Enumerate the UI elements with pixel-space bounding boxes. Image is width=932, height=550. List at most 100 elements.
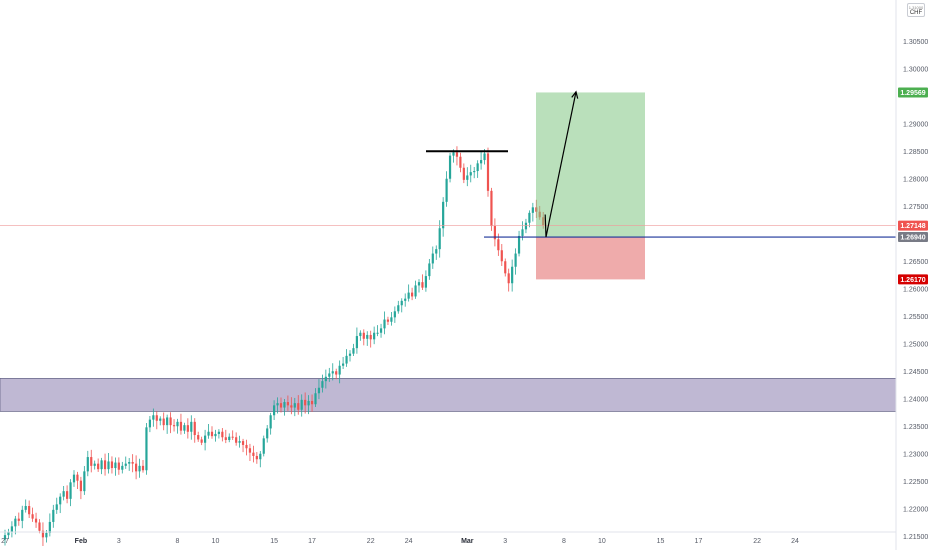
candle-body (266, 428, 269, 439)
price-tick-label: 1.21500 (903, 534, 928, 541)
candle-body (338, 365, 341, 375)
candle-body (38, 522, 41, 531)
candle-body (362, 332, 365, 339)
candle-body (276, 403, 279, 406)
candle-body (483, 153, 486, 161)
candle-body (300, 399, 303, 410)
price-tag-label: 1.26940 (900, 235, 925, 242)
candle-body (3, 535, 7, 540)
candle-body (455, 152, 459, 157)
candle-body (183, 425, 186, 431)
price-tick-label: 1.27500 (903, 204, 928, 211)
candle-body (383, 319, 386, 329)
candle-body (435, 249, 438, 254)
price-tick-label: 1.30500 (903, 39, 928, 46)
candle-body (514, 253, 517, 267)
date-tick-label: 10 (598, 538, 606, 545)
candle-body (117, 462, 120, 470)
candle-body (524, 222, 528, 230)
date-tick-label: 15 (270, 538, 278, 545)
candle-body (286, 402, 289, 406)
candle-body (414, 285, 417, 297)
candle-body (376, 332, 379, 334)
candle-body (321, 381, 324, 388)
date-tick-label: 24 (405, 538, 413, 545)
projection-arrow-head (571, 90, 579, 99)
candle-body (131, 462, 134, 464)
candle-body (66, 491, 69, 499)
candle-body (452, 152, 455, 156)
candle-body (428, 263, 431, 277)
candle-body (324, 376, 327, 382)
candle-body (107, 461, 110, 470)
candle-body (72, 474, 76, 483)
candle-body (7, 531, 10, 536)
candle-body (145, 427, 148, 471)
candle-body (21, 509, 24, 521)
price-tick-label: 1.24000 (903, 396, 928, 403)
candle-body (293, 403, 296, 408)
candle-body (172, 425, 176, 427)
price-axis[interactable]: 1.30500 1.30000 1.29000 1.28500 1.28000 1.275… (903, 39, 928, 541)
candle-body (445, 178, 448, 202)
candle-body (273, 405, 276, 416)
candle-body (135, 463, 138, 472)
price-tick-label: 1.25000 (903, 341, 928, 348)
candle-body (83, 471, 86, 492)
candle-body (469, 172, 472, 176)
candle-body (197, 435, 200, 440)
candle-body (328, 373, 331, 377)
candle-body (307, 400, 310, 406)
date-tick-label: 27 (1, 538, 9, 545)
price-tag-label: 1.29569 (900, 90, 925, 97)
price-tick-label: 1.22500 (903, 479, 928, 486)
price-tag (898, 232, 928, 243)
candle-body (297, 403, 300, 410)
candle-body (52, 509, 55, 522)
candle-body (24, 506, 27, 510)
candle-body (193, 421, 196, 436)
price-tick-label: 1.30000 (903, 66, 928, 73)
candle-body (262, 438, 265, 454)
price-tick-label: 1.26500 (903, 259, 928, 266)
date-tick-label: 22 (367, 538, 375, 545)
candle-body (204, 435, 207, 443)
candle-body (442, 201, 445, 229)
price-tag-label: 1.26170 (900, 277, 925, 284)
price-tick-label: 1.29000 (903, 121, 928, 128)
candle-body (459, 156, 462, 168)
time-axis[interactable]: 27 Feb 3 8 10 15 17 22 24 Mar 3 8 10 15 17 22 24 (1, 538, 799, 545)
candle-body (152, 415, 155, 420)
candle-body (62, 491, 65, 497)
price-tick-label: 1.28500 (903, 149, 928, 156)
candle-body (148, 419, 151, 428)
candle-body (110, 461, 114, 469)
price-tick-label: 1.22000 (903, 506, 928, 513)
candle-body (386, 319, 390, 322)
candle-body (342, 363, 345, 366)
candle-body (138, 465, 141, 472)
date-tick-label: 17 (695, 538, 703, 545)
candle-body (497, 239, 500, 251)
price-tags-layer: 1.29569 1.27148 1.26940 1.26170 (898, 87, 928, 285)
candle-body (359, 332, 362, 337)
candle-body (48, 521, 51, 533)
candle-body (424, 276, 427, 288)
candle-body (379, 328, 383, 333)
currency-badge-code: CHF (909, 10, 923, 16)
candle-body (317, 387, 321, 394)
price-tick-label: 1.25500 (903, 314, 928, 321)
candle-body (255, 455, 258, 460)
candle-body (45, 532, 48, 538)
candle-body (411, 292, 414, 297)
candle-body (179, 421, 183, 431)
date-tick-label: Feb (75, 538, 87, 545)
candle-body (59, 496, 62, 505)
candle-body (114, 462, 117, 469)
currency-badge[interactable]: 1.31000 CHF (907, 3, 925, 17)
candles-layer (3, 146, 545, 546)
candle-body (369, 334, 372, 340)
candle-body (473, 171, 476, 173)
candle-body (462, 167, 465, 180)
